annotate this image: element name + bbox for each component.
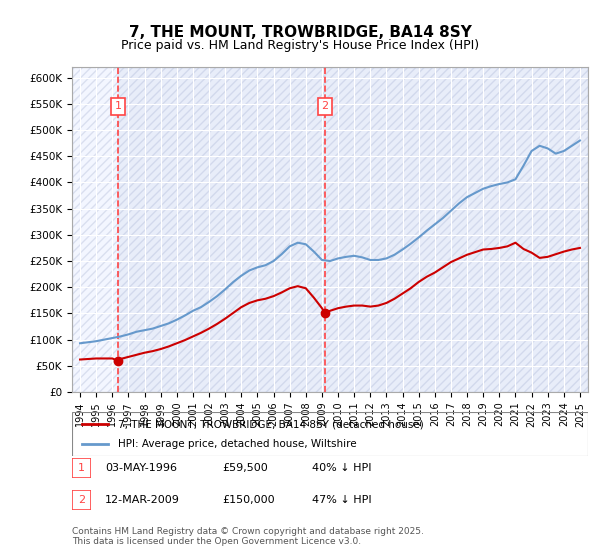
- FancyBboxPatch shape: [72, 458, 91, 478]
- Text: 7, THE MOUNT, TROWBRIDGE, BA14 8SY: 7, THE MOUNT, TROWBRIDGE, BA14 8SY: [128, 25, 472, 40]
- Text: £150,000: £150,000: [222, 495, 275, 505]
- Text: 1: 1: [78, 463, 85, 473]
- Text: Contains HM Land Registry data © Crown copyright and database right 2025.
This d: Contains HM Land Registry data © Crown c…: [72, 526, 424, 546]
- FancyBboxPatch shape: [72, 490, 91, 510]
- Text: 03-MAY-1996: 03-MAY-1996: [105, 463, 177, 473]
- Bar: [118, 67, 588, 392]
- Text: 7, THE MOUNT, TROWBRIDGE, BA14 8SY (detached house): 7, THE MOUNT, TROWBRIDGE, BA14 8SY (deta…: [118, 419, 424, 429]
- Text: 1: 1: [115, 101, 121, 111]
- Text: 40% ↓ HPI: 40% ↓ HPI: [312, 463, 371, 473]
- Text: 2: 2: [322, 101, 329, 111]
- Text: 2: 2: [78, 495, 85, 505]
- Text: 12-MAR-2009: 12-MAR-2009: [105, 495, 180, 505]
- Text: £59,500: £59,500: [222, 463, 268, 473]
- Text: Price paid vs. HM Land Registry's House Price Index (HPI): Price paid vs. HM Land Registry's House …: [121, 39, 479, 52]
- Text: 47% ↓ HPI: 47% ↓ HPI: [312, 495, 371, 505]
- Text: HPI: Average price, detached house, Wiltshire: HPI: Average price, detached house, Wilt…: [118, 439, 357, 449]
